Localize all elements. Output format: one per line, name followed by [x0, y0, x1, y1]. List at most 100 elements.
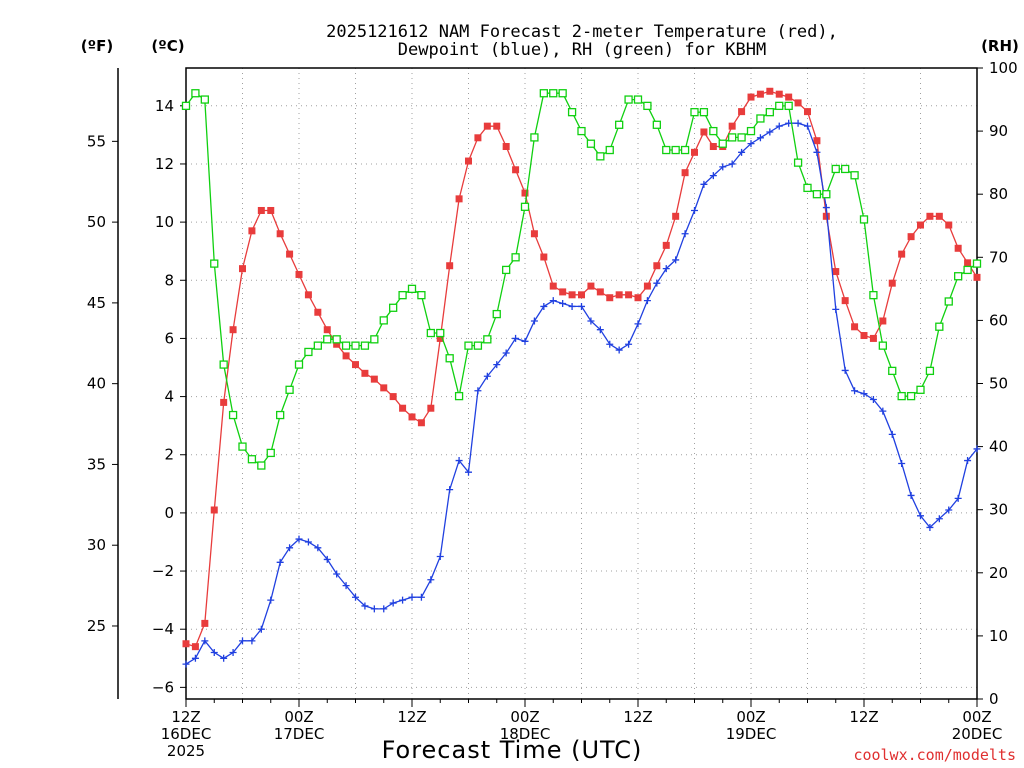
temperature-point: [361, 369, 369, 377]
rh-point: [859, 215, 869, 224]
rh-point: [784, 101, 793, 111]
celsius-tick-label: 2: [164, 446, 174, 464]
rh-tick-label: 30: [989, 501, 1008, 519]
dewpoint-point: [333, 570, 341, 578]
dewpoint-point: [399, 596, 407, 604]
rh-point: [643, 101, 652, 111]
rh-tick-label: 80: [989, 185, 1008, 203]
grid-lines: [186, 68, 977, 699]
rh-tick-label: 100: [989, 59, 1018, 77]
rh-point: [341, 341, 351, 350]
temperature-point: [352, 361, 359, 369]
celsius-tick-label: −2: [152, 562, 174, 580]
x-tick-label: 00Z: [510, 708, 539, 726]
x-tick-label: 17DEC: [274, 725, 325, 743]
temperature-point: [964, 259, 972, 267]
x-tick-label: 12Z: [171, 708, 200, 726]
dewpoint-point: [587, 317, 595, 325]
dewpoint-point: [794, 119, 802, 127]
fahrenheit-tick-label: 45: [87, 294, 106, 312]
temperature-point: [643, 282, 651, 290]
rh-point: [963, 265, 972, 275]
temperature-point: [832, 268, 840, 276]
dewpoint-point: [700, 180, 708, 188]
rh-point: [615, 120, 624, 129]
temperature-point: [455, 195, 463, 203]
dewpoint-point: [719, 163, 727, 171]
temperature-point: [606, 294, 614, 302]
temperature-point: [794, 99, 802, 107]
dewpoint-point: [747, 140, 755, 148]
rh-point: [775, 101, 784, 111]
dewpoint-point: [606, 340, 614, 348]
axes: 14121086420−2−4−655504540353025100908070…: [87, 59, 1018, 708]
rh-point: [417, 291, 426, 300]
temperature-point: [502, 143, 510, 151]
rh-point: [492, 309, 501, 319]
dewpoint-point: [493, 361, 501, 369]
temperature-point: [973, 273, 981, 281]
rh-point: [709, 126, 718, 136]
temperature-point: [615, 291, 623, 299]
dewpoint-point: [851, 387, 859, 395]
rh-point: [897, 391, 906, 401]
rh-tick-label: 20: [989, 564, 1008, 582]
rh-point: [454, 391, 464, 401]
temperature-point: [521, 189, 529, 197]
dewpoint-point: [596, 326, 604, 334]
rh-point: [558, 89, 567, 98]
fahrenheit-tick-label: 30: [87, 536, 106, 554]
temperature-point: [342, 352, 350, 360]
dewpoint-point: [408, 593, 416, 601]
dewpoint-point: [276, 558, 284, 566]
dewpoint-point: [568, 302, 576, 310]
temperature-point: [304, 291, 312, 299]
rh-point: [737, 133, 746, 142]
temperature-point: [869, 334, 877, 342]
dewpoint-point: [483, 372, 491, 380]
rh-point: [841, 164, 850, 174]
dewpoint-point: [540, 302, 548, 310]
rh-point: [398, 291, 407, 300]
dewpoint-point: [474, 387, 482, 395]
dewpoint-point: [907, 491, 915, 499]
celsius-tick-label: −6: [152, 678, 174, 696]
rh-point: [294, 360, 304, 369]
dewpoint-point: [804, 122, 811, 130]
series-rh: [181, 89, 982, 470]
dewpoint-point: [973, 445, 981, 453]
temperature-point: [314, 308, 322, 316]
dewpoint-point: [257, 625, 265, 633]
rh-point: [624, 95, 633, 104]
temperature-point: [286, 250, 294, 258]
dewpoint-point: [455, 457, 463, 465]
temperature-point: [596, 288, 604, 296]
temperature-point: [691, 148, 698, 156]
celsius-tick-label: 6: [164, 329, 174, 347]
rh-point: [869, 291, 878, 300]
rh-point: [925, 366, 935, 376]
temperature-point: [549, 282, 557, 290]
dewpoint-point: [738, 148, 746, 156]
rh-point: [671, 145, 680, 155]
rh-point: [935, 322, 944, 331]
rh-point: [888, 366, 897, 376]
temperature-point: [559, 288, 567, 296]
rh-point: [332, 335, 341, 344]
dewpoint-point: [879, 407, 887, 415]
rh-point: [878, 341, 887, 350]
temperature-point: [879, 317, 887, 325]
temperature-point: [587, 282, 595, 290]
rh-tick-label: 90: [989, 122, 1008, 140]
dewpoint-point: [502, 349, 510, 357]
dewpoint-point: [182, 660, 190, 668]
fahrenheit-tick-label: 25: [87, 617, 106, 635]
temperature-point: [257, 206, 265, 214]
rh-point: [426, 328, 435, 338]
temperature-point: [267, 206, 275, 214]
rh-point: [662, 145, 671, 155]
dewpoint-point: [634, 320, 642, 328]
rh-point: [728, 133, 737, 142]
